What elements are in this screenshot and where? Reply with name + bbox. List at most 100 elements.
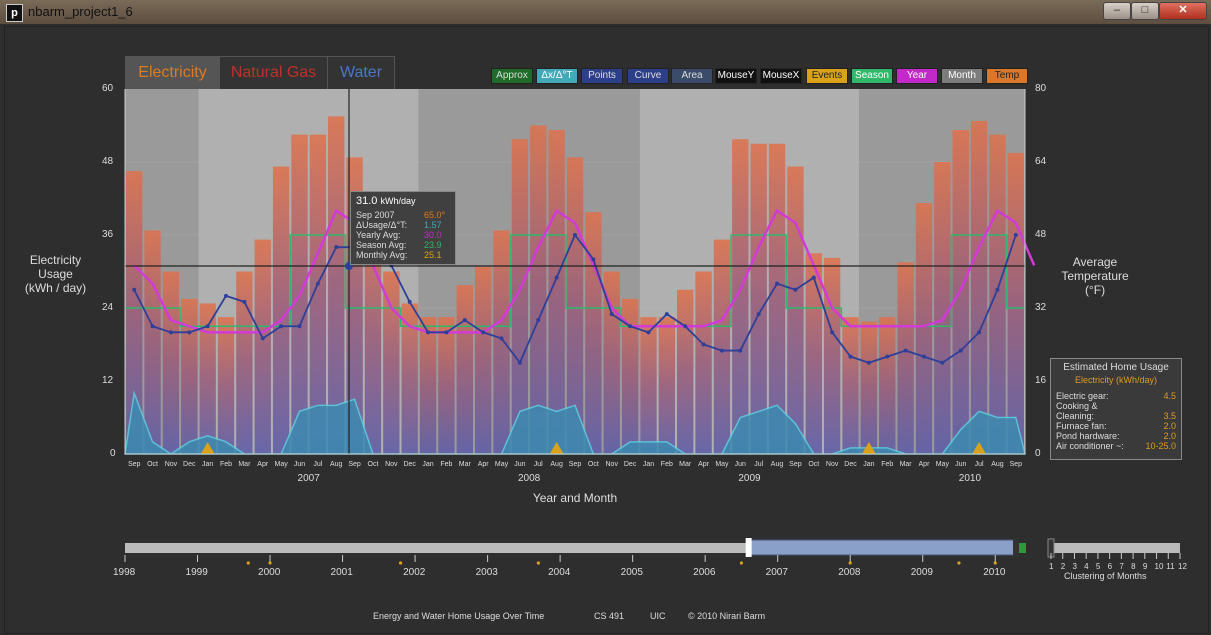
usage-point xyxy=(444,330,449,335)
tab-natural-gas[interactable]: Natural Gas xyxy=(219,56,328,89)
usage-row-value: 10-25.0 xyxy=(1145,441,1176,451)
temperature-bar xyxy=(456,285,473,454)
toggle-points-button[interactable]: Points xyxy=(581,68,623,84)
month-tick-label: Jun xyxy=(514,461,525,468)
usage-point xyxy=(205,324,210,329)
timeline-end-handle xyxy=(1013,538,1019,557)
timeline-year-label: 2004 xyxy=(548,567,571,578)
tab-water[interactable]: Water xyxy=(327,56,395,89)
usage-point xyxy=(775,281,780,286)
usage-point xyxy=(481,330,486,335)
usage-point xyxy=(334,245,339,250)
event-marker xyxy=(549,442,564,454)
left-tick-label: 12 xyxy=(102,375,114,386)
timeline-year-label: 2007 xyxy=(765,567,788,578)
usage-point xyxy=(517,360,522,365)
clustering-tick-label: 10 xyxy=(1154,562,1164,571)
month-tick-label: Dec xyxy=(403,461,416,468)
month-tick-label: Aug xyxy=(991,461,1004,468)
temperature-bar xyxy=(474,266,492,454)
temperature-bar xyxy=(640,317,657,454)
usage-point xyxy=(628,324,633,329)
left-tick-label: 60 xyxy=(102,83,114,94)
month-tick-label: Dec xyxy=(183,461,196,468)
temperature-bar xyxy=(364,221,382,454)
usage-point xyxy=(279,324,284,329)
usage-point xyxy=(407,299,412,304)
maximize-button[interactable]: □ xyxy=(1131,2,1159,20)
toggle-season-button[interactable]: Season xyxy=(851,68,893,84)
clustering-tick-label: 2 xyxy=(1060,562,1066,571)
toggle-temp-button[interactable]: Temp xyxy=(986,68,1028,84)
toggle-events-button[interactable]: Events xyxy=(806,68,848,84)
month-tick-label: Jul xyxy=(975,461,984,468)
temperature-bar xyxy=(144,230,161,454)
clustering-tick-label: 3 xyxy=(1072,562,1077,571)
close-button[interactable]: ✕ xyxy=(1159,2,1207,20)
temperature-bar xyxy=(915,203,933,454)
toggle-approx-button[interactable]: Approx xyxy=(491,68,533,84)
temperature-bar xyxy=(199,303,216,454)
tooltip-row-label: ΔUsage/Δ°T: xyxy=(356,220,408,230)
toggle-curve-button[interactable]: Curve xyxy=(627,68,669,84)
footer-course: CS 491 xyxy=(594,611,625,621)
x-axis-title: Year and Month xyxy=(532,491,618,505)
temperature-bar xyxy=(530,125,547,454)
toggle-year-button[interactable]: Year xyxy=(896,68,938,84)
tooltip-row-value: 25.1 xyxy=(424,250,442,260)
usage-point xyxy=(977,330,982,335)
usage-point xyxy=(701,342,706,347)
temperature-bar xyxy=(970,120,988,454)
usage-point xyxy=(426,330,431,335)
temperature-bar xyxy=(677,289,694,454)
temperature-bar xyxy=(126,171,143,454)
month-tick-label: Apr xyxy=(919,461,931,468)
right-axis-title-line: (°F) xyxy=(1084,283,1106,297)
tooltip-row-label: Season Avg: xyxy=(356,240,407,250)
window-title: nbarm_project1_6 xyxy=(28,4,133,19)
temperature-bar xyxy=(842,317,859,454)
event-marker xyxy=(200,442,215,454)
yearly-avg-curve xyxy=(133,208,1036,334)
tooltip-row-value: 23.9 xyxy=(424,240,442,250)
timeline-year-label: 2008 xyxy=(838,567,861,578)
month-tick-label: Mar xyxy=(459,461,472,468)
timeline-event-dot xyxy=(848,561,852,565)
hover-tooltip: 31.0 kWh/day Sep 2007 65.0° ΔUsage/Δ°T: 1.5… xyxy=(350,191,456,265)
right-tick-label: 16 xyxy=(1035,375,1047,386)
right-tick-label: 80 xyxy=(1035,83,1047,94)
toggle-month-button[interactable]: Month xyxy=(941,68,983,84)
usage-point xyxy=(297,324,302,329)
temperature-bar xyxy=(548,130,565,454)
tooltip-row-label: Sep 2007 xyxy=(356,210,395,220)
timeline-year-label: 2003 xyxy=(475,567,498,578)
timeline-year-label: 1999 xyxy=(185,567,208,578)
usage-point xyxy=(499,336,504,341)
temperature-bar xyxy=(254,239,271,454)
usage-panel-title: Estimated Home Usage xyxy=(1063,362,1169,373)
toggle-area-button[interactable]: Area xyxy=(671,68,713,84)
tab-electricity[interactable]: Electricity xyxy=(125,56,220,89)
timeline-year-label: 2000 xyxy=(258,567,281,578)
minimize-button[interactable]: – xyxy=(1103,2,1131,20)
toggle-mousey-button[interactable]: MouseY xyxy=(715,68,757,84)
clustering-tick-label: 5 xyxy=(1095,562,1101,571)
usage-point xyxy=(995,287,1000,292)
usage-row-label: Electric gear: xyxy=(1056,391,1109,401)
month-tick-label: Dec xyxy=(624,461,637,468)
toggle-mousex-button[interactable]: MouseX xyxy=(760,68,802,84)
usage-point xyxy=(719,348,724,353)
year-axis-label: 2008 xyxy=(518,473,541,484)
tooltip-row-value: 65.0° xyxy=(424,210,446,220)
temperature-bar xyxy=(805,253,822,454)
temperature-bar xyxy=(713,239,731,454)
temperature-bar xyxy=(989,134,1006,454)
temperature-bar xyxy=(383,271,400,454)
month-tick-label: Aug xyxy=(550,461,563,468)
tooltip-row-value: 1.57 xyxy=(424,220,442,230)
tooltip-row-label: Yearly Avg: xyxy=(356,230,401,240)
left-axis-title-line: Electricity xyxy=(29,253,82,267)
timeline-start-handle xyxy=(745,538,752,557)
toggle-xt-button[interactable]: Δx/Δ°T xyxy=(536,68,578,84)
